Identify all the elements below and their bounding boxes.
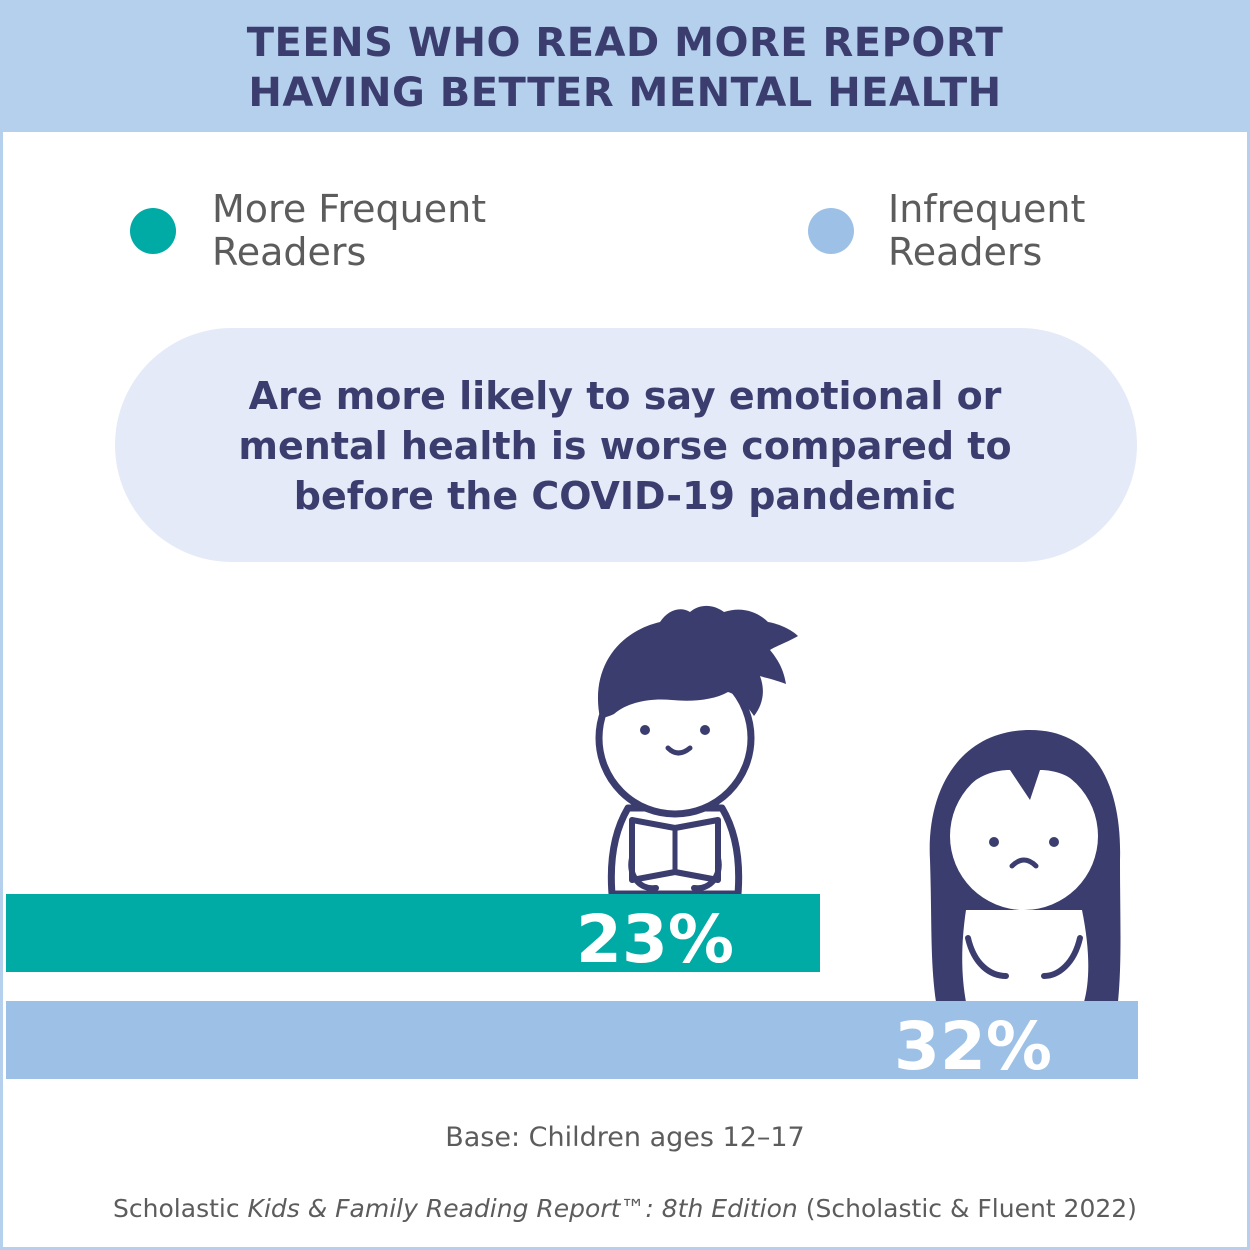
legend-label-infrequent-line-2: Readers: [888, 230, 1043, 274]
title-banner: TEENS WHO READ MORE REPORT HAVING BETTER…: [0, 0, 1250, 132]
statement-line-3: before the COVID-19 pandemic: [293, 474, 957, 518]
bar-value-label-frequent-readers: 23%: [576, 901, 734, 978]
legend-label-infrequent: Infrequent Readers: [888, 188, 1248, 274]
legend-label-frequent-line-2: Readers: [212, 230, 367, 274]
statement-bubble: [115, 328, 1137, 562]
source-citation: Scholastic Kids & Family Reading Report™…: [0, 1194, 1250, 1223]
title-line-1: TEENS WHO READ MORE REPORT: [246, 20, 1004, 66]
bar-value-label-infrequent-readers: 32%: [894, 1008, 1052, 1085]
source-prefix: Scholastic: [113, 1194, 248, 1223]
statement-line-1: Are more likely to say emotional or: [248, 374, 1002, 418]
sad-girl-icon: [929, 730, 1121, 1002]
source-suffix: (Scholastic & Fluent 2022): [797, 1194, 1137, 1223]
legend-label-infrequent-line-1: Infrequent: [888, 187, 1086, 231]
title-line-2: HAVING BETTER MENTAL HEALTH: [248, 70, 1002, 116]
legend-label-frequent: More Frequent Readers: [212, 188, 572, 274]
bar-frequent-readers: [6, 894, 820, 972]
legend-label-frequent-line-1: More Frequent: [212, 187, 487, 231]
legend-dot-infrequent: [808, 208, 854, 254]
source-report-title: Kids & Family Reading Report™: 8th Editi…: [247, 1194, 798, 1223]
boy-reading-book-icon: [595, 605, 798, 898]
statement-line-2: mental health is worse compared to: [238, 424, 1012, 468]
bar-infrequent-readers: [6, 1001, 1138, 1079]
base-note: Base: Children ages 12–17: [445, 1122, 805, 1153]
legend-dot-frequent: [130, 208, 176, 254]
